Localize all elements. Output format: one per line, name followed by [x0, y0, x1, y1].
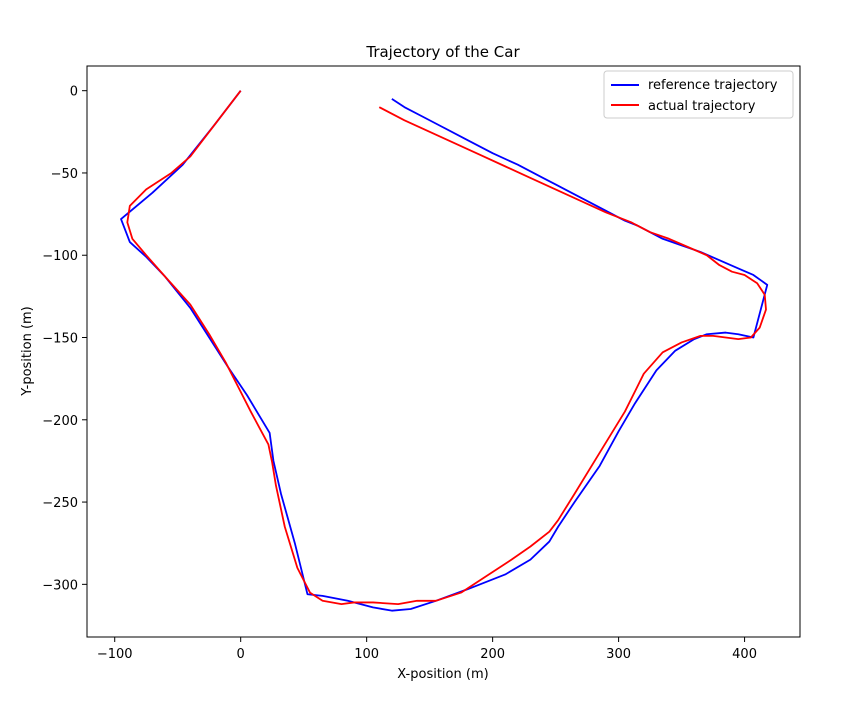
x-tick-label: 400	[732, 647, 757, 662]
chart-title: Trajectory of the Car	[365, 43, 520, 61]
y-tick-label: −250	[42, 496, 78, 511]
y-tick-label: −100	[42, 249, 78, 264]
y-tick-label: −50	[51, 167, 78, 182]
y-tick-label: 0	[70, 85, 78, 100]
x-axis-label: X-position (m)	[397, 667, 488, 682]
x-axis: −100 0 100 200 300 400	[97, 637, 757, 662]
x-tick-label: 300	[606, 647, 631, 662]
x-tick-label: 200	[480, 647, 505, 662]
y-tick-label: −150	[42, 332, 78, 347]
legend-label-actual: actual trajectory	[648, 99, 756, 114]
legend: reference trajectory actual trajectory	[603, 70, 794, 119]
x-tick-label: 100	[354, 647, 379, 662]
y-tick-label: −200	[42, 414, 78, 429]
series-line-actual	[126, 90, 767, 605]
y-tick-label: −300	[42, 578, 78, 593]
legend-box	[603, 70, 794, 119]
plot-frame	[86, 65, 801, 638]
legend-label-reference: reference trajectory	[648, 78, 778, 93]
series-line-reference	[120, 90, 769, 612]
x-tick-label: 0	[237, 647, 245, 662]
plot-area	[86, 65, 801, 638]
y-axis: 0 −50 −100 −150 −200 −250 −300	[42, 85, 87, 593]
x-tick-label: −100	[97, 647, 133, 662]
y-axis-label: Y-position (m)	[20, 306, 35, 397]
plot-background	[87, 66, 800, 637]
series-layer	[120, 90, 769, 612]
